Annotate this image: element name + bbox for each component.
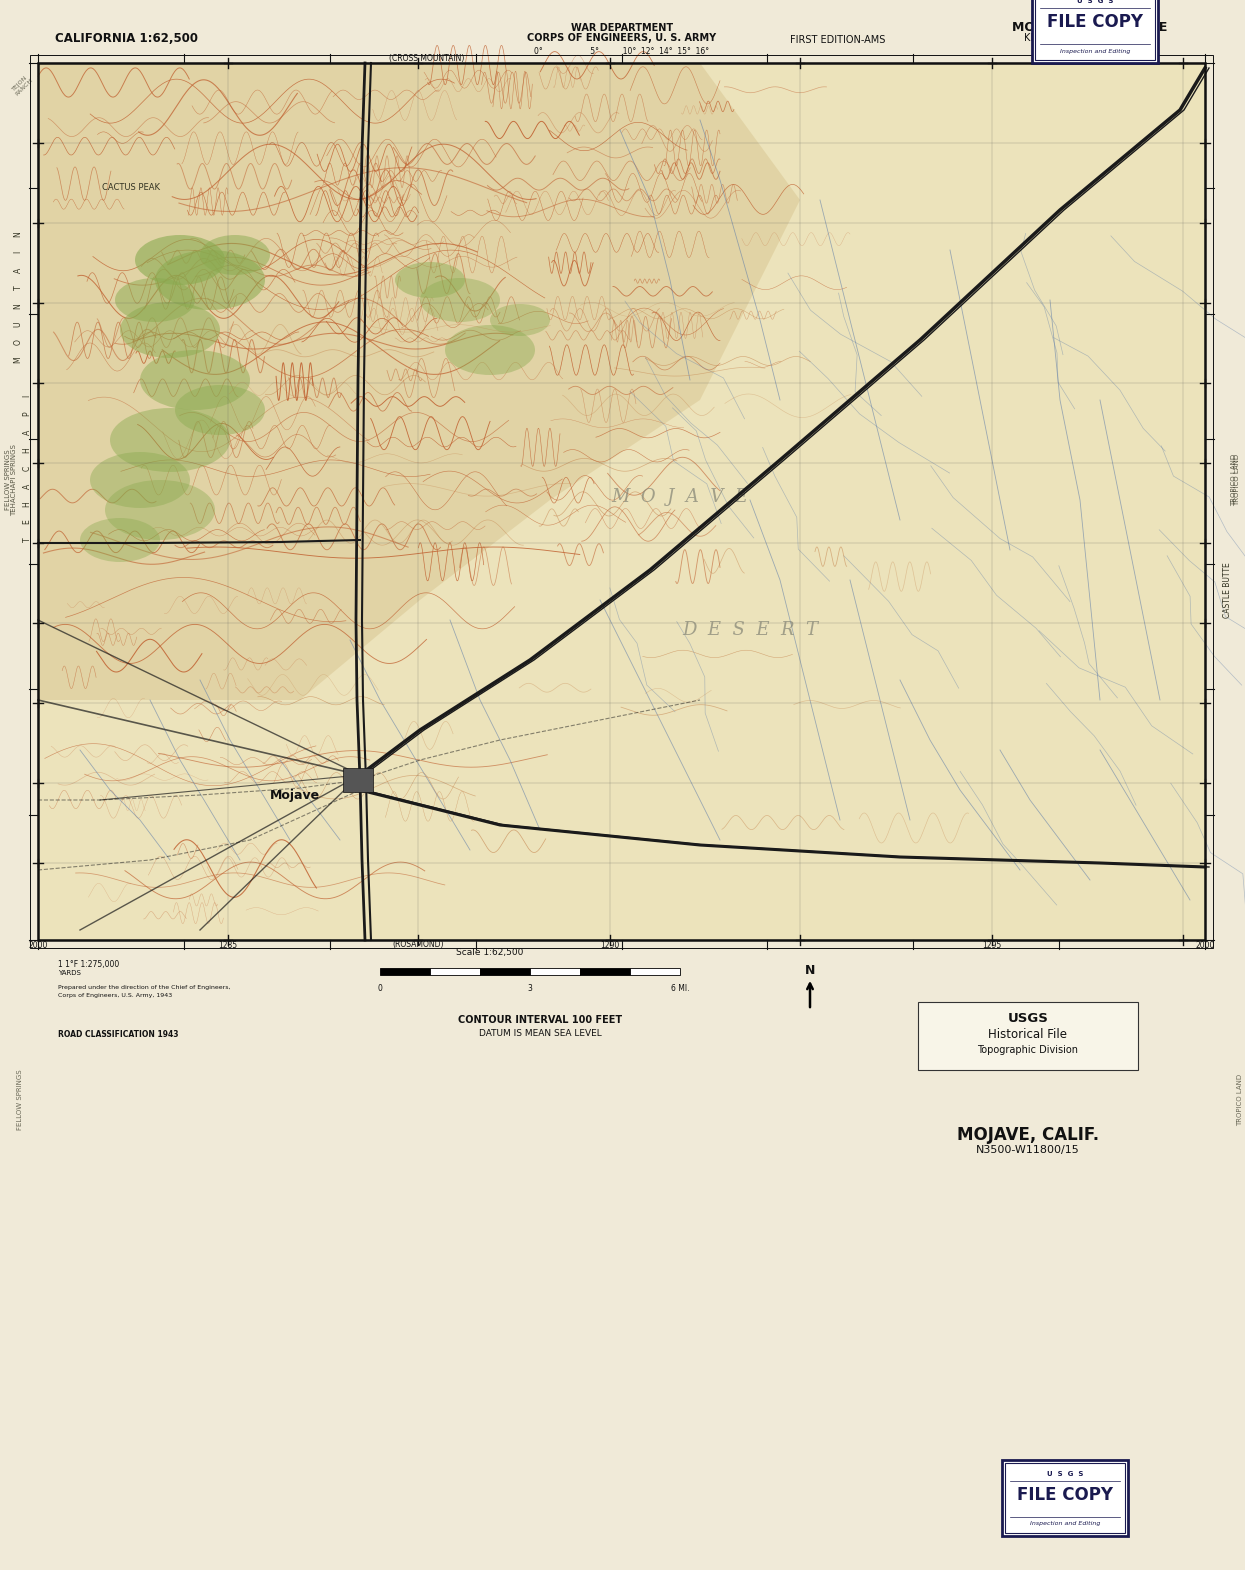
Text: D  E  S  E  R  T: D E S E R T [682, 622, 818, 639]
Text: Scale 1:62,500: Scale 1:62,500 [457, 948, 524, 956]
Bar [380, 969, 430, 975]
Ellipse shape [134, 236, 225, 286]
Text: 2000: 2000 [29, 940, 47, 950]
Bar [1005, 1463, 1125, 1532]
Text: 0°                    5°          10°  12°  14°  15°  16°: 0° 5° 10° 12° 14° 15° 16° [534, 47, 710, 57]
Text: O: O [14, 339, 22, 345]
Bar [1002, 1460, 1128, 1535]
Bar [630, 969, 680, 975]
Text: (CROSS MOUNTAIN): (CROSS MOUNTAIN) [390, 53, 464, 63]
Text: N3500-W11800/15: N3500-W11800/15 [976, 1145, 1079, 1156]
Polygon shape [39, 63, 801, 700]
Text: 1285: 1285 [218, 940, 238, 950]
Ellipse shape [105, 480, 215, 540]
Text: CORPS OF ENGINEERS, U. S. ARMY: CORPS OF ENGINEERS, U. S. ARMY [528, 33, 717, 42]
Bar [30, 55, 1213, 948]
Text: CASTLE BUTTE: CASTLE BUTTE [1224, 562, 1233, 619]
Bar [580, 969, 630, 975]
Text: 3: 3 [528, 984, 533, 992]
Text: 1295: 1295 [982, 940, 1002, 950]
Bar [530, 969, 580, 975]
Text: E: E [22, 520, 31, 524]
Text: (ROSAMOND): (ROSAMOND) [392, 940, 443, 950]
Ellipse shape [200, 236, 270, 275]
Text: A: A [14, 267, 22, 273]
Text: 1290: 1290 [600, 940, 620, 950]
Ellipse shape [395, 262, 464, 298]
Text: Inspection and Editing: Inspection and Editing [1059, 49, 1130, 53]
Text: U  S  G  S: U S G S [1077, 0, 1113, 5]
Ellipse shape [176, 385, 265, 435]
Bar [39, 63, 1205, 940]
Text: YARDS: YARDS [59, 970, 81, 977]
Text: CACTUS PEAK: CACTUS PEAK [102, 184, 161, 193]
Text: A: A [22, 429, 31, 435]
Ellipse shape [154, 250, 265, 309]
Ellipse shape [110, 408, 230, 473]
Text: WAR DEPARTMENT: WAR DEPARTMENT [571, 24, 674, 33]
Ellipse shape [420, 278, 500, 322]
Text: FILE COPY: FILE COPY [1017, 1485, 1113, 1504]
Text: ROAD CLASSIFICATION 1943: ROAD CLASSIFICATION 1943 [59, 1030, 178, 1039]
Text: T: T [22, 537, 31, 542]
Text: CALIFORNIA 1:62,500: CALIFORNIA 1:62,500 [55, 31, 198, 44]
Text: N: N [804, 964, 815, 977]
Text: TEJON
RANCH: TEJON RANCH [10, 74, 34, 97]
Text: A: A [22, 484, 31, 488]
Text: T: T [14, 286, 22, 290]
Ellipse shape [90, 452, 190, 509]
Text: M  O  J  A  V  E: M O J A V E [611, 488, 748, 506]
Text: TROPICO LAND: TROPICO LAND [1231, 454, 1238, 506]
Text: N: N [14, 231, 22, 237]
Text: MOJAVE QUADRANGLE: MOJAVE QUADRANGLE [1012, 22, 1168, 35]
Ellipse shape [444, 325, 535, 375]
Text: 6 MI.: 6 MI. [671, 984, 690, 992]
Text: H: H [22, 501, 31, 507]
Text: M: M [14, 356, 22, 363]
Text: H: H [22, 447, 31, 452]
Bar [1035, 0, 1155, 60]
Ellipse shape [120, 301, 220, 358]
Text: FELLOW SPRINGS: FELLOW SPRINGS [17, 1069, 22, 1130]
Text: N: N [14, 303, 22, 309]
Bar [481, 969, 530, 975]
Text: DATUM IS MEAN SEA LEVEL: DATUM IS MEAN SEA LEVEL [478, 1028, 601, 1038]
Text: 15 MINUTE SERIES: 15 MINUTE SERIES [1048, 41, 1132, 50]
Bar [430, 969, 481, 975]
Text: I: I [22, 396, 31, 397]
Text: 2000: 2000 [1195, 940, 1215, 950]
Text: USGS: USGS [1007, 1011, 1048, 1025]
Text: P: P [22, 411, 31, 416]
Text: 0: 0 [377, 984, 382, 992]
Text: Inspection and Editing: Inspection and Editing [1030, 1521, 1101, 1526]
Bar [39, 63, 1205, 940]
Text: FIRST EDITION-AMS: FIRST EDITION-AMS [791, 35, 885, 46]
Text: U  S  G  S: U S G S [1047, 1471, 1083, 1477]
Text: TROPICO LAND: TROPICO LAND [1238, 1074, 1243, 1126]
Text: FELLOW SPRINGS: FELLOW SPRINGS [5, 449, 11, 510]
Text: CONTOUR INTERVAL 100 FEET: CONTOUR INTERVAL 100 FEET [458, 1014, 622, 1025]
Ellipse shape [139, 350, 250, 410]
Bar [918, 1002, 1138, 1071]
Text: U: U [14, 322, 22, 327]
Text: C: C [22, 465, 31, 471]
Text: Prepared under the direction of the Chief of Engineers,: Prepared under the direction of the Chie… [59, 984, 230, 991]
Text: Topographic Division: Topographic Division [977, 1046, 1078, 1055]
Bar [1032, 0, 1158, 63]
Bar [344, 768, 373, 791]
Ellipse shape [80, 518, 161, 562]
Ellipse shape [115, 278, 195, 322]
Text: 1 1°F 1:275,000: 1 1°F 1:275,000 [59, 959, 120, 969]
Text: I: I [14, 251, 22, 253]
Text: FILE COPY: FILE COPY [1047, 13, 1143, 31]
Text: Corps of Engineers, U.S. Army, 1943: Corps of Engineers, U.S. Army, 1943 [59, 992, 172, 999]
Text: TEHACHAPI SPRINGS: TEHACHAPI SPRINGS [11, 444, 17, 517]
Text: Mojave: Mojave [270, 788, 320, 802]
Ellipse shape [491, 305, 550, 336]
Text: KERN COUNTY CALIFORNIA: KERN COUNTY CALIFORNIA [1023, 33, 1157, 42]
Text: TROPICO LAND: TROPICO LAND [1234, 454, 1240, 506]
Text: Historical File: Historical File [989, 1027, 1067, 1041]
Text: MOJAVE, CALIF.: MOJAVE, CALIF. [957, 1126, 1099, 1145]
